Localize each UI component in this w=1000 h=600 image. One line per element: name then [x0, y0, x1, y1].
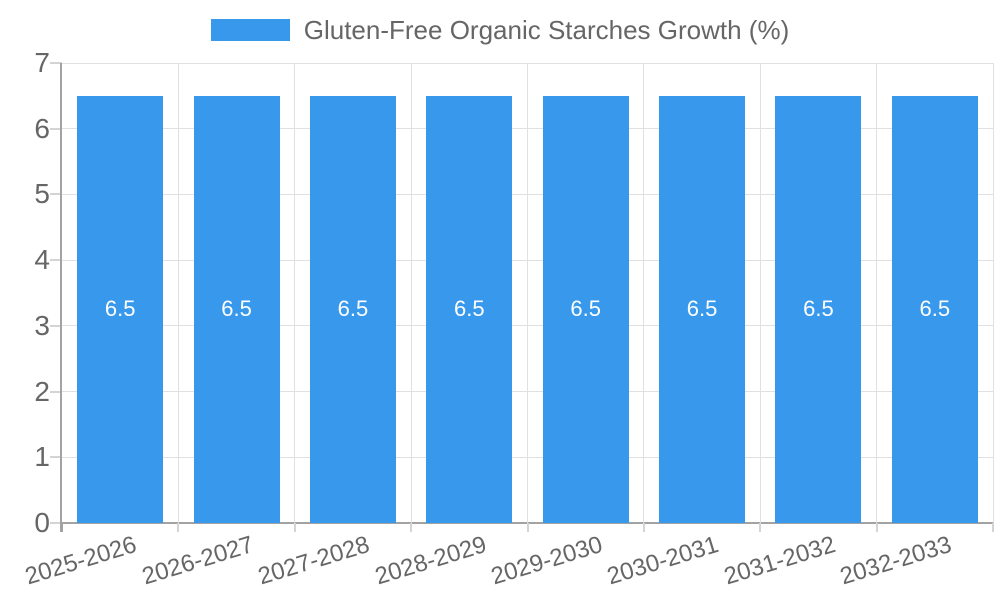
- x-tick-label: 2026-2027: [138, 531, 257, 591]
- v-gridline: [294, 63, 296, 523]
- y-axis-tick: [50, 259, 62, 262]
- bar[interactable]: [309, 95, 396, 523]
- x-tick-label: 2025-2026: [22, 531, 141, 591]
- x-axis-tick: [61, 523, 63, 532]
- y-axis-tick: [50, 62, 62, 64]
- y-tick-label: 4: [34, 244, 50, 276]
- x-axis-tick: [875, 523, 878, 532]
- bar-value-label: 6.5: [919, 296, 951, 322]
- v-gridline: [177, 63, 179, 523]
- bar[interactable]: [891, 95, 978, 523]
- y-tick-label: 3: [34, 309, 50, 341]
- chart-legend[interactable]: Gluten-Free Organic Starches Growth (%): [0, 12, 1000, 48]
- bar[interactable]: [775, 95, 862, 523]
- y-axis-tick: [50, 456, 62, 459]
- y-tick-label: 5: [34, 178, 50, 210]
- y-axis-tick: [50, 522, 62, 524]
- bar[interactable]: [542, 95, 629, 523]
- bar[interactable]: [193, 95, 280, 523]
- bar[interactable]: [659, 95, 746, 523]
- bar-value-label: 6.5: [337, 296, 369, 322]
- x-axis-tick: [177, 523, 180, 532]
- y-axis-line: [60, 63, 62, 532]
- x-tick-label: 2029-2030: [487, 531, 606, 591]
- y-axis-tick: [50, 390, 62, 393]
- y-axis-tick: [50, 127, 62, 130]
- v-gridline: [410, 63, 412, 523]
- y-tick-label: 7: [34, 47, 50, 78]
- y-tick-label: 6: [34, 112, 50, 144]
- bar-value-label: 6.5: [803, 296, 834, 322]
- v-gridline: [643, 63, 645, 523]
- v-gridline: [876, 63, 878, 523]
- x-tick-label: 2028-2029: [371, 531, 490, 591]
- x-tick-label: 2032-2033: [837, 531, 955, 591]
- bar-value-label: 6.5: [570, 296, 601, 322]
- v-gridline: [992, 63, 994, 523]
- bar-value-label: 6.5: [104, 296, 136, 322]
- bar-value-label: 6.5: [221, 296, 252, 322]
- x-tick-label: 2031-2032: [720, 531, 839, 591]
- x-axis-tick: [759, 523, 762, 532]
- v-gridline: [759, 63, 761, 523]
- y-axis-tick: [50, 324, 62, 327]
- legend-swatch: [210, 19, 290, 41]
- y-axis-tick: [50, 193, 62, 196]
- x-axis-tick: [526, 523, 529, 532]
- x-axis-tick: [293, 523, 296, 532]
- y-tick-label: 2: [34, 375, 50, 407]
- y-tick-label: 0: [34, 507, 50, 538]
- x-tick-label: 2030-2031: [604, 531, 722, 591]
- x-tick-label: 2027-2028: [255, 531, 373, 591]
- x-axis-tick: [642, 523, 645, 532]
- y-tick-label: 1: [34, 441, 50, 473]
- bar-value-label: 6.5: [454, 296, 485, 322]
- legend-label: Gluten-Free Organic Starches Growth (%): [303, 14, 790, 45]
- x-axis-tick: [410, 523, 413, 532]
- bar[interactable]: [426, 95, 513, 523]
- bar-value-label: 6.5: [686, 296, 718, 322]
- x-axis-tick: [992, 523, 994, 532]
- v-gridline: [527, 63, 528, 523]
- bar[interactable]: [77, 95, 164, 523]
